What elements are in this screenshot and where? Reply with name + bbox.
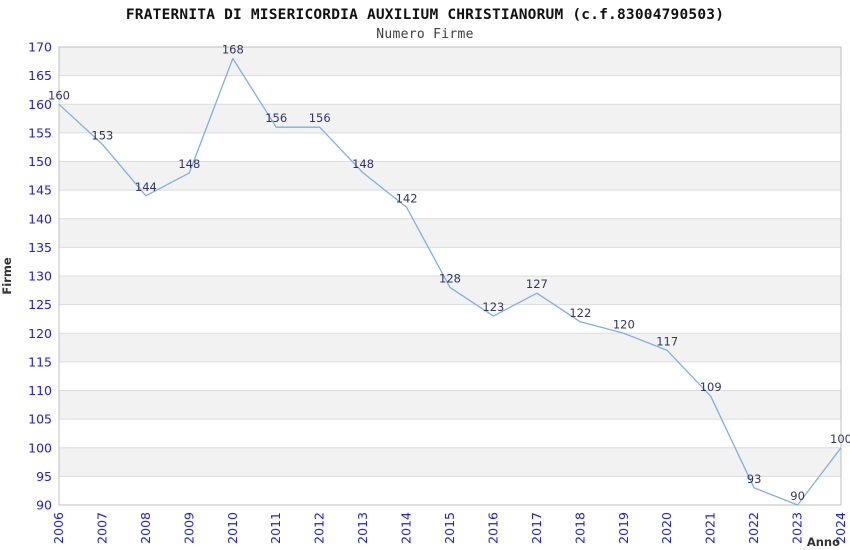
x-tick-label: 2011: [268, 512, 283, 544]
data-label: 168: [222, 43, 244, 57]
y-tick-label: 165: [28, 68, 52, 83]
x-tick-label: 2023: [790, 512, 805, 544]
band: [59, 390, 841, 420]
x-tick-label: 2017: [529, 512, 544, 544]
x-tick-label: 2018: [572, 512, 587, 544]
x-axis-ticks: 2006 2007 2008 2009 2010 2011 2012 2013 2014 2015…: [51, 512, 848, 544]
y-tick-label: 135: [28, 240, 52, 255]
x-tick-label: 2020: [659, 512, 674, 544]
y-tick-label: 155: [28, 125, 52, 140]
y-tick-label: 145: [28, 183, 52, 198]
y-tick-label: 115: [28, 354, 52, 369]
data-label: 123: [482, 300, 504, 314]
chart-subtitle: Numero Firme: [376, 27, 474, 42]
y-tick-label: 100: [28, 440, 52, 455]
background-bands: [59, 47, 841, 477]
y-axis-ticks: 90 95 100 105 110 115 120 125 130 135 140 145 150 155…: [28, 40, 52, 513]
x-tick-label: 2015: [442, 512, 457, 544]
y-tick-label: 170: [28, 40, 52, 55]
y-axis-title: Firme: [0, 257, 14, 294]
data-label: 144: [135, 180, 157, 194]
gridlines: [59, 75, 841, 477]
data-label: 90: [790, 489, 805, 503]
chart-title: FRATERNITA DI MISERICORDIA AUXILIUM CHRI…: [125, 7, 725, 23]
x-tick-label: 2021: [703, 512, 718, 544]
plot-border: [58, 46, 842, 506]
x-tick-label: 2016: [485, 512, 500, 544]
x-tick-label: 2006: [51, 512, 66, 544]
band: [59, 218, 841, 248]
x-tick-label: 2009: [181, 512, 196, 544]
y-tick-label: 130: [28, 269, 52, 284]
band: [59, 47, 841, 76]
y-tick-label: 105: [28, 412, 52, 427]
y-tick-label: 160: [28, 97, 52, 112]
x-tick-label: 2014: [399, 512, 414, 544]
y-tick-label: 125: [28, 297, 52, 312]
x-tick-label: 2024: [833, 512, 848, 544]
y-tick-label: 120: [28, 326, 52, 341]
data-label: 148: [178, 157, 200, 171]
data-label: 142: [396, 191, 418, 205]
data-label: 160: [48, 88, 70, 102]
data-label: 109: [700, 380, 722, 394]
x-tick-label: 2008: [138, 512, 153, 544]
data-label: 100: [830, 432, 850, 446]
data-label: 127: [526, 277, 548, 291]
data-label: 120: [613, 317, 635, 331]
data-label: 93: [747, 472, 762, 486]
x-axis-title: Anno: [807, 535, 840, 549]
x-tick-label: 2012: [312, 512, 327, 544]
data-label: 117: [656, 334, 678, 348]
data-label: 153: [91, 128, 113, 142]
data-label: 122: [569, 306, 591, 320]
data-line: [58, 57, 842, 506]
band: [59, 104, 841, 133]
x-tick-label: 2013: [355, 512, 370, 544]
x-tick-label: 2019: [616, 512, 631, 544]
x-tick-label: 2022: [746, 512, 761, 544]
data-label: 156: [265, 111, 287, 125]
band: [59, 447, 841, 477]
data-label: 128: [439, 271, 461, 285]
data-labels: 160 153 144 148 168 156 156 148 142 128 123 127 122 1…: [48, 43, 850, 504]
data-label: 156: [309, 111, 331, 125]
y-tick-label: 150: [28, 154, 52, 169]
y-tick-label: 90: [36, 498, 52, 513]
data-label: 148: [352, 157, 374, 171]
band: [59, 333, 841, 362]
x-tick-label: 2007: [94, 512, 109, 544]
band: [59, 276, 841, 305]
y-tick-label: 95: [36, 469, 52, 484]
y-tick-label: 110: [28, 383, 52, 398]
y-tick-label: 140: [28, 211, 52, 226]
band: [59, 161, 841, 191]
x-tick-label: 2010: [225, 512, 240, 544]
